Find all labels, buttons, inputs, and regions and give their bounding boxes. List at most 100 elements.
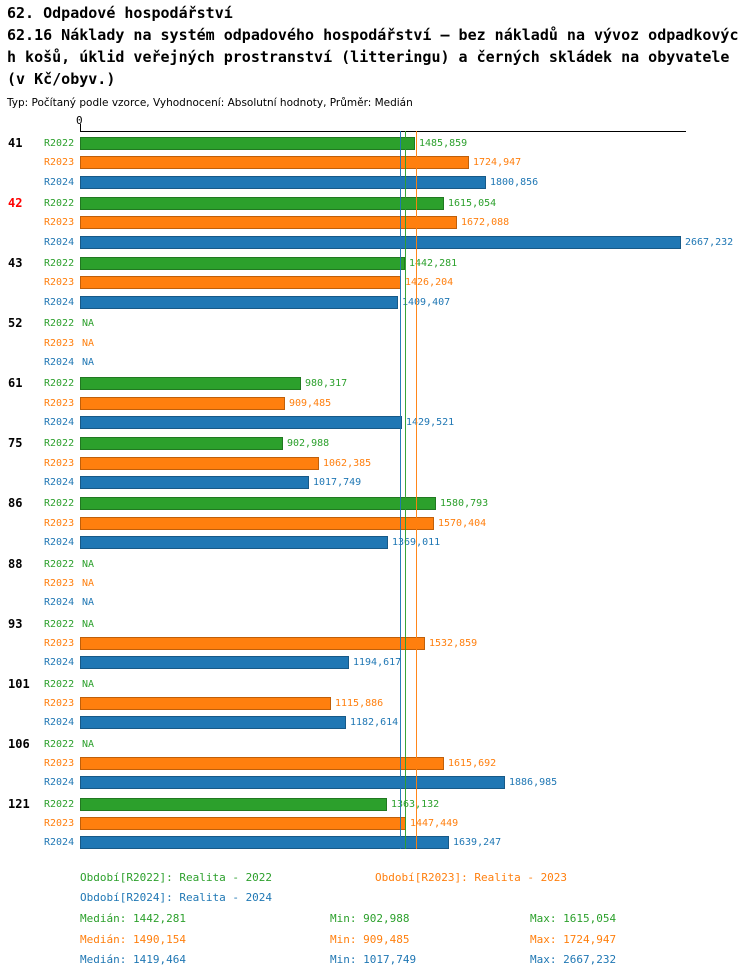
title-block: 62. Odpadové hospodářství 62.16 Náklady n… <box>7 2 748 90</box>
series-label: R2022 <box>44 618 75 630</box>
group-id-label: 61 <box>8 376 23 391</box>
series-label: R2024 <box>44 657 75 669</box>
axis-zero-tick <box>80 124 81 132</box>
value-bar <box>80 456 319 470</box>
stat-min-r2023: Min: 909,485 <box>330 932 410 946</box>
series-label: R2024 <box>44 537 75 549</box>
value-bar <box>80 497 436 511</box>
report-title: 62. Odpadové hospodářství <box>7 4 233 22</box>
stat-median-r2024: Medián: 1419,464 <box>80 953 186 966</box>
bar-group-61: 61 R2022 980,317 R2023 909,485 R2024 1429,521 <box>8 374 750 432</box>
series-label: R2022 <box>44 558 75 570</box>
bar-row: 86 R2022 1580,793 <box>8 494 750 513</box>
median-line-r2022 <box>404 131 406 849</box>
value-bar <box>80 175 486 189</box>
series-label: R2023 <box>44 337 75 349</box>
bar-row: R2024 1017,749 <box>44 473 750 492</box>
series-label: R2024 <box>44 236 75 248</box>
bar-row: 42 R2022 1615,054 <box>8 194 750 213</box>
value-label: 902,988 <box>287 438 330 450</box>
series-label: R2023 <box>44 457 75 469</box>
series-label: R2024 <box>44 476 75 488</box>
group-id-label: 86 <box>8 496 23 511</box>
bar-row: R2023 1724,947 <box>44 153 750 172</box>
value-label: 1615,054 <box>448 198 497 210</box>
bar-row: 43 R2022 1442,281 <box>8 254 750 273</box>
x-axis-line <box>80 131 686 132</box>
series-label: R2023 <box>44 157 75 169</box>
bar-row: R2024 1182,614 <box>44 713 750 732</box>
value-label: 1886,985 <box>509 777 558 789</box>
bar-row: 61 R2022 980,317 <box>8 374 750 393</box>
bar-row: R2024 1194,617 <box>44 653 750 672</box>
value-label: 1615,692 <box>448 758 497 770</box>
value-bar <box>80 656 349 670</box>
stat-median-r2023: Medián: 1490,154 <box>80 932 186 946</box>
series-label: R2022 <box>44 798 75 810</box>
value-bar <box>80 257 405 271</box>
bar-row: R2024 1639,247 <box>44 833 750 852</box>
value-label: 1532,859 <box>429 637 478 649</box>
bar-row: R2023 NA <box>44 574 750 593</box>
series-label: R2022 <box>44 438 75 450</box>
value-bar <box>80 137 415 150</box>
bar-row: 88 R2022 NA <box>8 555 750 574</box>
value-label: 1580,793 <box>440 498 489 510</box>
value-bar <box>80 276 401 290</box>
na-label: NA <box>82 618 95 630</box>
value-label: 2667,232 <box>685 236 734 248</box>
bar-row: R2023 1447,449 <box>44 814 750 833</box>
legend-item-r2022: Období[R2022]: Realita - 2022 <box>80 871 273 884</box>
bar-row: R2023 1672,088 <box>44 213 750 232</box>
stat-median-r2022: Medián: 1442,281 <box>80 912 186 925</box>
series-label: R2023 <box>44 577 75 589</box>
value-bar <box>80 415 402 429</box>
axis-zero-label: 0 <box>76 114 83 127</box>
bar-group-88: 88 R2022 NA R2023 NA R2024 NA <box>8 555 750 613</box>
stat-max-r2022: Max: 1615,054 <box>530 912 617 925</box>
group-id-label: 121 <box>8 796 30 811</box>
na-label: NA <box>82 558 95 570</box>
value-bar <box>80 536 388 550</box>
series-label: R2024 <box>44 597 75 609</box>
bar-row: R2023 1062,385 <box>44 454 750 473</box>
group-id-label: 101 <box>8 676 30 691</box>
bar-group-106: 106 R2022 NA R2023 1615,692 R2024 1886,985 <box>8 735 750 793</box>
group-id-label: 42 <box>8 196 23 211</box>
series-label: R2023 <box>44 517 75 529</box>
value-label: 1800,856 <box>490 176 539 188</box>
value-bar <box>80 757 444 771</box>
value-bar <box>80 836 449 850</box>
value-label: 980,317 <box>305 378 348 390</box>
value-label: 1194,617 <box>353 657 402 669</box>
bar-group-93: 93 R2022 NA R2023 1532,859 R2024 1194,617 <box>8 615 750 673</box>
series-label: R2024 <box>44 837 75 849</box>
series-label: R2022 <box>44 498 75 510</box>
value-bar <box>80 475 309 489</box>
value-bar <box>80 797 387 811</box>
value-label: 1485,859 <box>419 138 468 149</box>
series-label: R2023 <box>44 637 75 649</box>
value-bar <box>80 716 346 730</box>
value-label: 1442,281 <box>409 258 458 270</box>
value-label: 1447,449 <box>410 818 459 830</box>
group-id-label: 88 <box>8 556 23 571</box>
value-label: 1363,132 <box>391 798 439 811</box>
value-label: 1672,088 <box>461 217 510 229</box>
series-label: R2022 <box>44 678 75 690</box>
bar-row: 52 R2022 NA <box>8 314 750 333</box>
value-label: 1426,204 <box>405 277 454 289</box>
stat-min-r2024: Min: 1017,749 <box>330 953 417 966</box>
value-label: 1115,886 <box>335 698 384 709</box>
bar-group-101: 101 R2022 NA R2023 1115,886 R2024 1182,614 <box>8 675 750 733</box>
series-label: R2024 <box>44 176 75 188</box>
value-bar <box>80 437 283 451</box>
value-label: 1429,521 <box>406 416 455 428</box>
bar-row: 41 R2022 1485,859 <box>8 134 750 153</box>
value-label: 1017,749 <box>313 476 362 488</box>
value-bar <box>80 235 681 249</box>
value-bar <box>80 636 425 650</box>
group-id-label: 106 <box>8 736 30 751</box>
bar-row: 75 R2022 902,988 <box>8 434 750 453</box>
chart-legend: Období[R2022]: Realita - 2022 Období[R202… <box>80 869 745 974</box>
